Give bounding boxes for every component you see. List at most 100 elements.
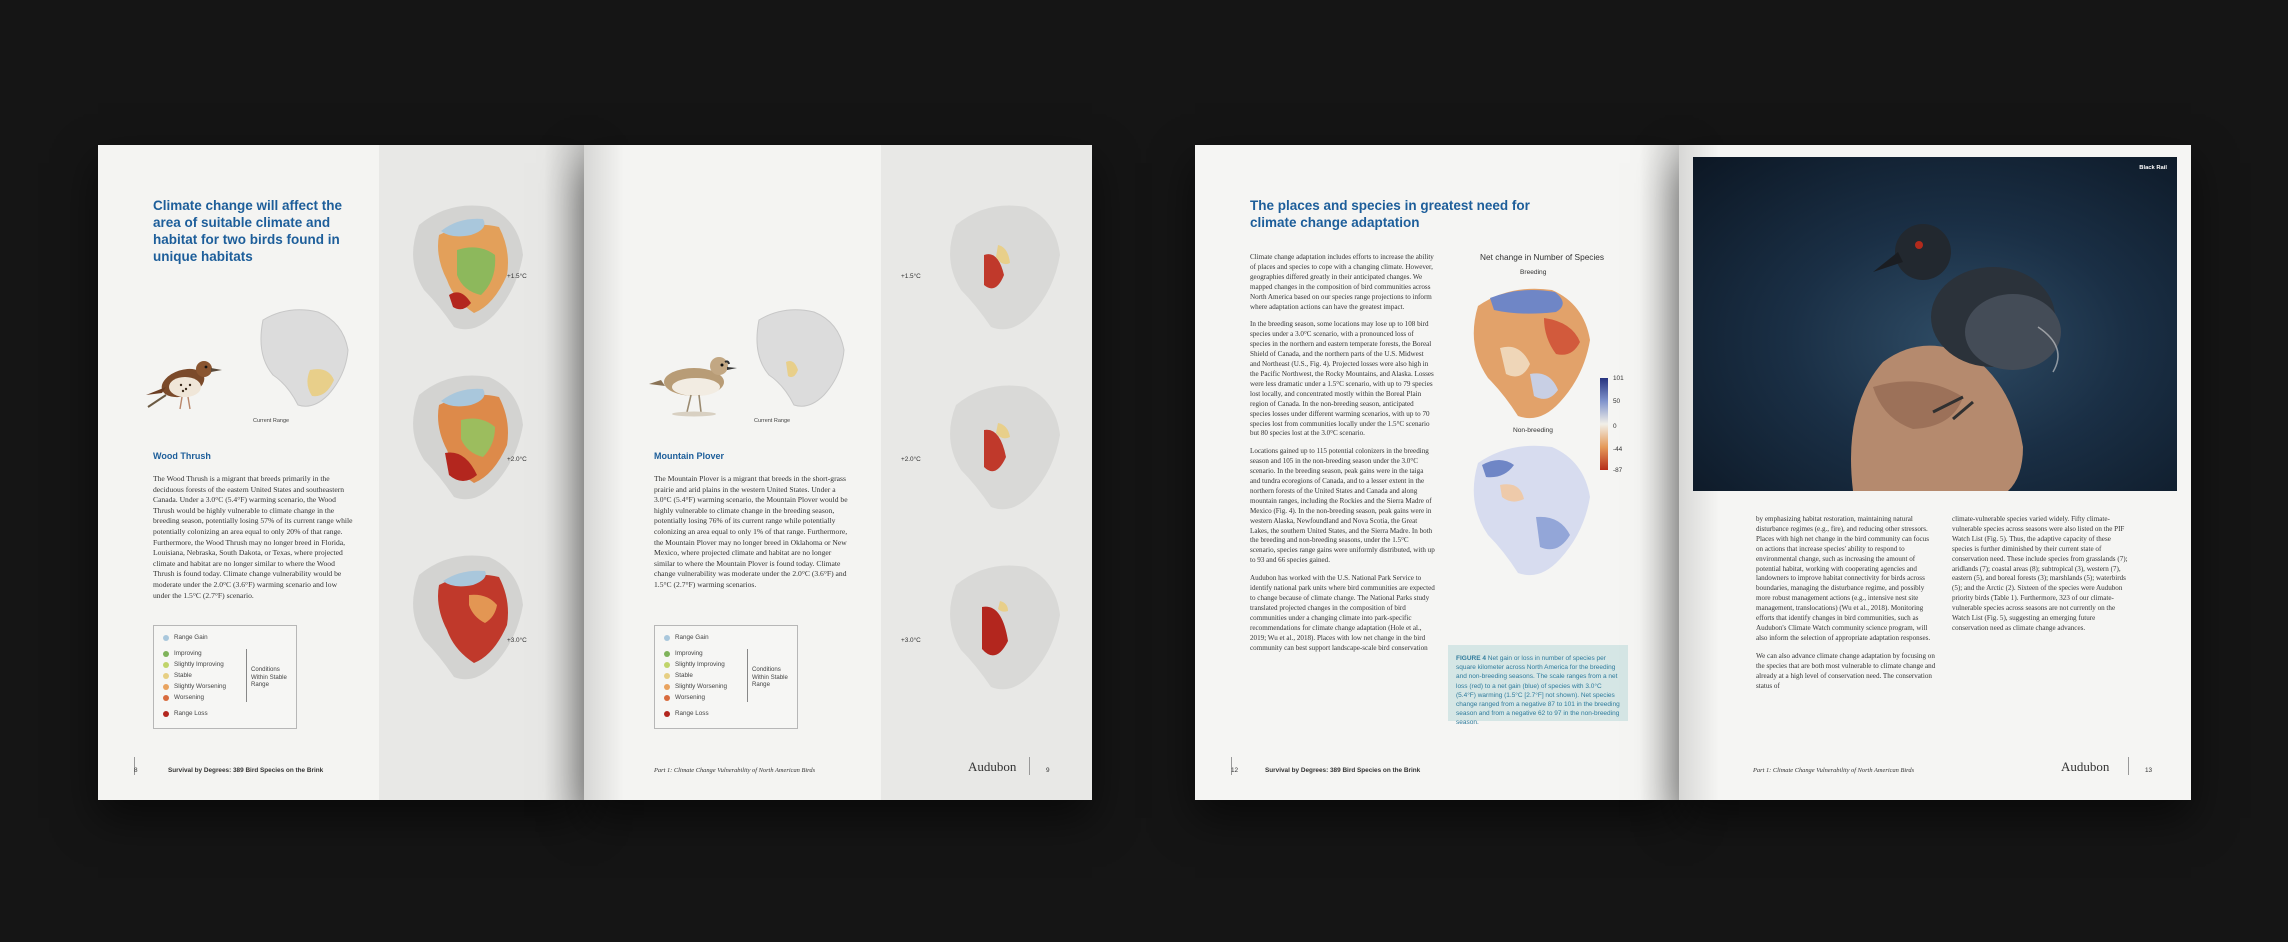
wood-thrush-illustration [146,361,222,410]
current-range-label: Current Range [253,418,290,424]
map-legend: Range Gain Improving Slightly Improving … [654,625,798,729]
map-1-5c [413,205,523,330]
map-legend: Range Gain Improving Slightly Improving … [153,625,297,729]
scenario-label-3: +3.0°C [901,637,921,644]
legend-swatch-1 [163,651,169,657]
current-range-map [756,309,845,407]
legend-swatch-0 [664,635,670,641]
legend-label-3: Stable [675,672,693,679]
species-body: The Mountain Plover is a migrant that br… [654,474,848,589]
legend-bracket [246,649,247,702]
paragraph-2: In the breeding season, some locations m… [1250,320,1434,438]
legend-swatch-3 [664,673,670,679]
footer-title: Survival by Degrees: 389 Bird Species on… [1265,767,1421,774]
legend-label-6: Range Loss [675,710,709,717]
scenario-map-column: +1.5°C +2.0°C +3.0°C [881,145,1092,800]
legend-label-1: Improving [675,650,703,657]
legend-conditions: Conditions Within Stable Range [251,666,287,688]
current-range-label: Current Range [754,418,791,424]
footer-rule [134,757,135,775]
current-range-map [260,309,349,407]
black-rail-photo: Black Rail [1693,157,2177,491]
audubon-logo: Audubon [968,759,1017,774]
paragraph-1: by emphasizing habitat restoration, main… [1756,515,1931,642]
legend-swatch-5 [163,695,169,701]
footer-rule [1029,757,1030,775]
paragraph-4: Audubon has worked with the U.S. Nationa… [1250,574,1435,652]
legend-swatch-2 [163,662,169,668]
legend-label-5: Worsening [174,694,204,701]
species-heading: Mountain Plover [654,451,725,461]
figure-caption: Net gain or loss in number of species pe… [1456,655,1620,727]
body-column-1: by emphasizing habitat restoration, main… [1756,515,1936,691]
legend-label-6: Range Loss [174,710,208,717]
footer-title: Survival by Degrees: 389 Bird Species on… [168,767,324,774]
figure-label: FIGURE 4 [1456,655,1486,662]
species-body: The Wood Thrush is a migrant that breeds… [153,474,353,600]
map-2-0c [950,385,1060,510]
legend-swatch-3 [163,673,169,679]
footer-rule [2128,757,2129,775]
legend-label-4: Slightly Worsening [174,683,227,690]
breeding-net-change-map [1473,288,1590,419]
scenario-label-1: +1.5°C [507,273,527,280]
map-3-0c [950,565,1060,690]
legend-label-2: Slightly Improving [675,661,725,668]
page-number: 8 [134,767,138,774]
page-8: Climate change will affect the area of s… [98,145,584,800]
scenario-label-2: +2.0°C [901,456,921,463]
species-heading: Wood Thrush [153,451,211,461]
scenario-label-2: +2.0°C [507,456,527,463]
scenario-label-1: +1.5°C [901,273,921,280]
scale-label-0: 101 [1613,375,1624,382]
scale-label-2: 0 [1613,423,1617,430]
page-fold-shadow [1639,145,1679,800]
nonbreeding-net-change-map [1473,445,1590,576]
footer-title: Part 1: Climate Change Vulnerability of … [654,767,816,774]
legend-conditions: Conditions Within Stable Range [752,666,788,688]
map-1-5c [950,205,1060,330]
legend-swatch-6 [664,711,670,717]
color-scale-bar [1600,378,1608,470]
legend-swatch-4 [163,684,169,690]
page-13: Black Rail by emphasizing habitat restor… [1679,145,2191,800]
legend-label-1: Improving [174,650,202,657]
page-number: 13 [2145,767,2153,774]
legend-swatch-1 [664,651,670,657]
brochure-spread-1: Climate change will affect the area of s… [98,145,1092,800]
map-3-0c [413,555,523,680]
legend-swatch-0 [163,635,169,641]
breeding-label: Breeding [1520,269,1547,276]
page-fold-highlight [584,145,624,800]
photo-subject [1851,224,2061,491]
page-title: The places and species in greatest need … [1250,198,1530,230]
legend-swatch-5 [664,695,670,701]
page-title: Climate change will affect the area of s… [153,198,343,264]
legend-label-4: Slightly Worsening [675,683,728,690]
page-number: 12 [1231,767,1239,774]
legend-swatch-2 [664,662,670,668]
paragraph-2: We can also advance climate change adapt… [1756,651,1936,690]
legend-label-3: Stable [174,672,192,679]
nonbreeding-label: Non-breeding [1513,427,1553,434]
legend-label-2: Slightly Improving [174,661,224,668]
body-column-2: climate-vulnerable species varied widely… [1952,515,2132,634]
paragraph-1: Climate change adaptation includes effor… [1250,253,1434,311]
legend-label-0: Range Gain [675,634,709,641]
scenario-map-column: +1.5°C +2.0°C +3.0°C [379,145,584,800]
page-9: Current Range Mountain Plover The Mounta… [584,145,1092,800]
photo-caption: Black Rail [2139,165,2167,171]
mountain-plover-illustration [649,357,737,417]
legend-bracket [747,649,748,702]
scale-label-3: -44 [1613,446,1623,453]
legend-swatch-4 [664,684,670,690]
body-column: Climate change adaptation includes effor… [1250,253,1435,653]
page-fold-shadow [544,145,584,800]
legend-label-0: Range Gain [174,634,208,641]
map-2-0c [413,375,523,500]
footer-title: Part 1: Climate Change Vulnerability of … [1753,767,1915,774]
brochure-spread-2: The places and species in greatest need … [1195,145,2191,800]
paragraph-1: climate-vulnerable species varied widely… [1952,515,2128,632]
audubon-logo: Audubon [2061,759,2110,774]
page-12: The places and species in greatest need … [1195,145,1679,800]
